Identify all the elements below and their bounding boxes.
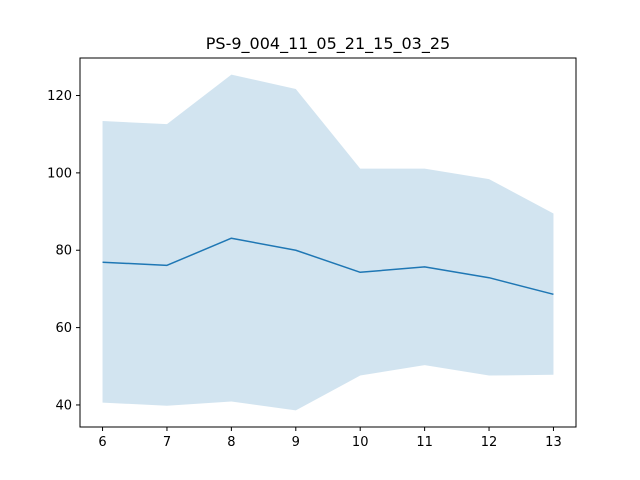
x-tick-label: 10 <box>352 435 369 450</box>
x-tick-label: 6 <box>98 435 106 450</box>
y-tick-label: 120 <box>47 89 72 104</box>
x-tick-label: 12 <box>481 435 498 450</box>
y-tick-label: 80 <box>55 244 72 259</box>
confidence-band-layer <box>102 74 554 411</box>
x-tick-label: 9 <box>292 435 300 450</box>
x-tick-label: 7 <box>163 435 171 450</box>
x-tick-label: 13 <box>545 435 562 450</box>
y-tick-label: 100 <box>47 166 72 181</box>
x-tick-label: 11 <box>416 435 433 450</box>
confidence-band <box>102 74 554 411</box>
series-line <box>102 237 554 296</box>
y-axis: 40 60 80 100 120 <box>47 89 80 413</box>
plot-frame <box>79 57 577 428</box>
series-line-layer <box>102 237 554 296</box>
chart-title: PS-9_004_11_05_21_15_03_25 <box>206 34 450 54</box>
y-tick-label: 60 <box>55 321 72 336</box>
x-tick-label: 8 <box>227 435 235 450</box>
y-tick-label: 40 <box>55 398 72 413</box>
x-axis: 6 7 8 9 10 11 12 13 <box>98 427 562 450</box>
